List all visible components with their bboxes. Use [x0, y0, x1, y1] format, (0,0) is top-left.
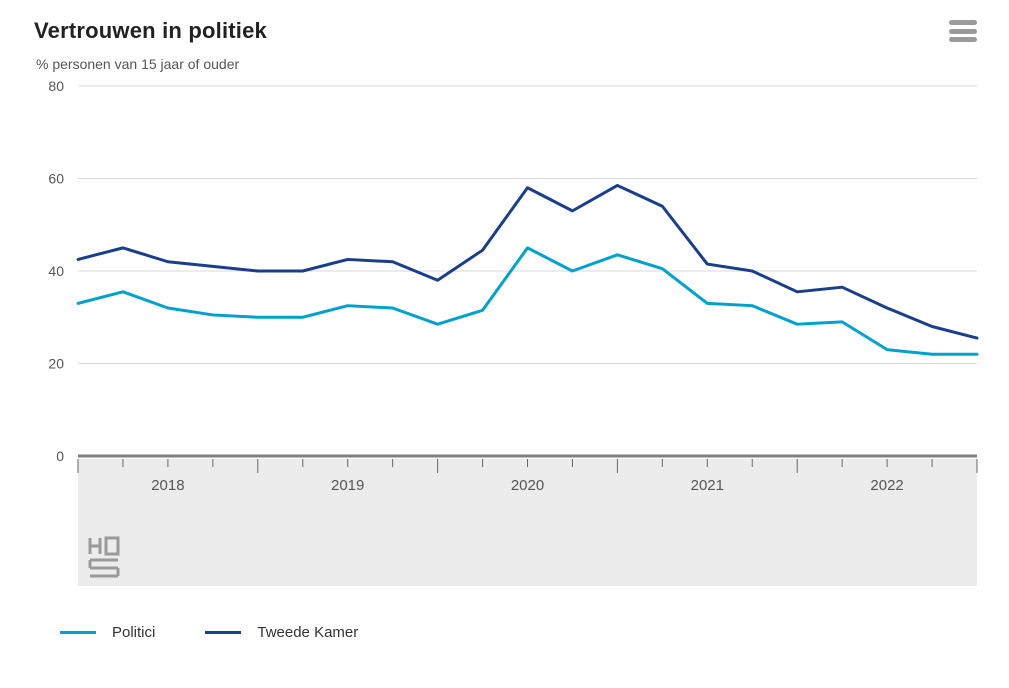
- legend-swatch: [205, 631, 241, 634]
- svg-text:2021: 2021: [691, 477, 724, 494]
- chart-title: Vertrouwen in politiek: [34, 18, 267, 44]
- plot-area: 0 20 40 60 80 2018 2019 2020 2021 2022: [34, 76, 981, 596]
- svg-text:2018: 2018: [151, 477, 184, 494]
- legend: Politici Tweede Kamer: [60, 624, 981, 641]
- line-chart-svg: 0 20 40 60 80 2018 2019 2020 2021 2022: [34, 76, 981, 596]
- chart-subtitle: % personen van 15 jaar of ouder: [36, 56, 267, 72]
- svg-text:80: 80: [48, 78, 64, 94]
- svg-text:2019: 2019: [331, 477, 364, 494]
- svg-text:60: 60: [48, 171, 64, 187]
- legend-swatch: [60, 631, 96, 634]
- svg-text:40: 40: [48, 263, 64, 279]
- header-row: Vertrouwen in politiek % personen van 15…: [34, 10, 981, 76]
- legend-item-politici[interactable]: Politici: [60, 624, 155, 641]
- chart-container: Vertrouwen in politiek % personen van 15…: [0, 0, 1009, 688]
- svg-text:20: 20: [48, 356, 64, 372]
- svg-text:0: 0: [56, 448, 64, 464]
- legend-label: Tweede Kamer: [257, 624, 358, 641]
- legend-label: Politici: [112, 624, 155, 641]
- legend-item-tweede-kamer[interactable]: Tweede Kamer: [205, 624, 358, 641]
- svg-text:2022: 2022: [870, 477, 903, 494]
- svg-text:2020: 2020: [511, 477, 544, 494]
- hamburger-menu-icon[interactable]: [949, 20, 977, 42]
